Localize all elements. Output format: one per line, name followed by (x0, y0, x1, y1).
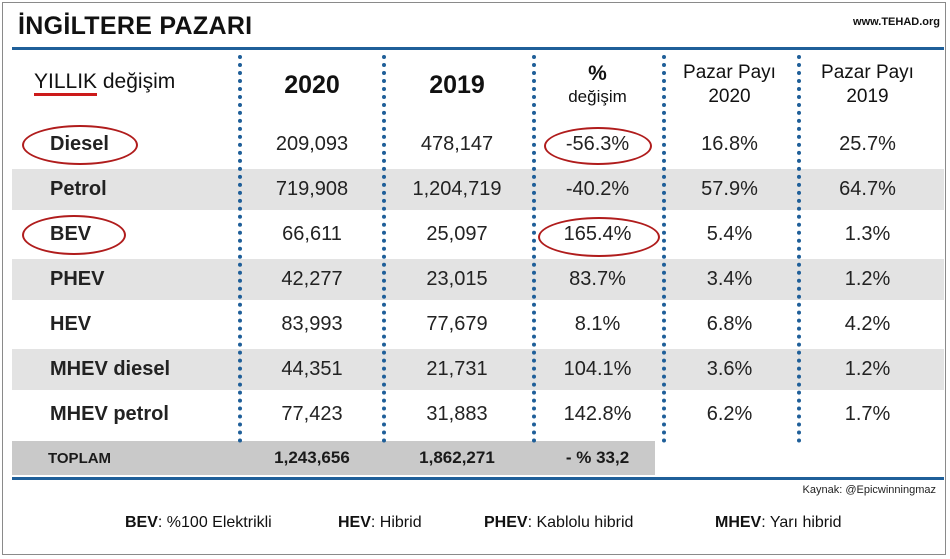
page-title: İNGİLTERE PAZARI (18, 12, 253, 40)
header-share-2019: Pazar Payı 2019 (800, 52, 935, 118)
cell-share-2019: 1.7% (844, 403, 891, 425)
cell-share-2019: 64.7% (839, 178, 896, 200)
legend-key: BEV (125, 514, 158, 531)
cell-share-2020: 3.6% (706, 358, 753, 380)
header-share-2020-bottom: 2020 (708, 86, 751, 107)
cell-share-2020: 5.4% (706, 223, 753, 245)
column-divider (532, 55, 536, 443)
legend-item: HEV: Hibrid (338, 514, 422, 532)
legend-key: PHEV (484, 514, 528, 531)
table-row: PHEV 42,277 23,015 83.7% 3.4% 1.2% (12, 259, 944, 300)
total-2019: 1,862,271 (419, 448, 495, 467)
cell-share-2019: 1.2% (844, 268, 891, 290)
header-share-2020-top: Pazar Payı (683, 62, 776, 83)
cell-pct-change: 83.7% (569, 268, 626, 290)
legend-text: : Yarı hibrid (761, 514, 842, 531)
row-label: BEV (50, 223, 92, 245)
cell-2019: 25,097 (426, 223, 488, 245)
total-row: TOPLAM 1,243,656 1,862,271 - % 33,2 (12, 441, 944, 475)
cell-2020: 83,993 (281, 313, 343, 335)
cell-pct-change: 104.1% (563, 358, 632, 380)
cell-pct-change: -40.2% (565, 178, 630, 200)
header-pct-change: % değişim (535, 52, 660, 118)
row-label: MHEV petrol (50, 403, 169, 425)
cell-2019: 1,204,719 (412, 178, 502, 200)
legend-item: BEV: %100 Elektrikli (125, 514, 272, 532)
table-row: MHEV petrol 77,423 31,883 142.8% 6.2% 1.7% (12, 394, 944, 435)
cell-2019: 77,679 (426, 313, 488, 335)
header-2020: 2020 (284, 70, 340, 99)
header-pct-bottom: değişim (568, 87, 627, 106)
table-row: Petrol 719,908 1,204,719 -40.2% 57.9% 64.7% (12, 169, 944, 210)
header-pct-top: % (588, 62, 607, 85)
cell-2019: 478,147 (420, 133, 494, 155)
cell-share-2020: 6.8% (706, 313, 753, 335)
header-label-rest: değişim (97, 70, 176, 93)
top-rule (12, 47, 944, 50)
cell-2020: 66,611 (282, 223, 342, 245)
source-note: Kaynak: @Epicwinningmaz (802, 484, 936, 496)
legend-text: : Kablolu hibrid (527, 514, 634, 531)
total-row-shade (12, 441, 655, 475)
cell-pct-change: 142.8% (563, 403, 632, 425)
cell-share-2020: 16.8% (701, 133, 758, 155)
row-label: Petrol (50, 178, 107, 200)
cell-share-2019: 4.2% (844, 313, 891, 335)
legend-key: HEV (338, 514, 371, 531)
site-url: www.TEHAD.org (853, 16, 940, 28)
total-label: TOPLAM (48, 449, 112, 467)
cell-2020: 77,423 (281, 403, 343, 425)
header-share-2019-top: Pazar Payı (821, 62, 914, 83)
legend-text: : Hibrid (370, 514, 422, 531)
cell-2020: 44,351 (281, 358, 343, 380)
row-label: HEV (50, 313, 92, 335)
cell-pct-change: 165.4% (563, 223, 632, 245)
cell-2020: 719,908 (275, 178, 349, 200)
table-row: Diesel 209,093 478,147 -56.3% 16.8% 25.7% (12, 124, 944, 165)
table-row: BEV 66,611 25,097 165.4% 5.4% 1.3% (12, 214, 944, 255)
cell-2019: 21,731 (426, 358, 488, 380)
cell-2019: 31,883 (426, 403, 488, 425)
header-label: YILLIK değişim (34, 70, 176, 96)
header-2019: 2019 (429, 70, 485, 99)
column-divider (238, 55, 242, 443)
table-row: HEV 83,993 77,679 8.1% 6.8% 4.2% (12, 304, 944, 345)
legend-item: MHEV: Yarı hibrid (715, 514, 842, 532)
column-divider (797, 55, 801, 443)
cell-share-2019: 25.7% (839, 133, 896, 155)
cell-share-2019: 1.2% (844, 358, 891, 380)
legend-text: : %100 Elektrikli (157, 514, 272, 531)
column-divider (382, 55, 386, 443)
total-2020: 1,243,656 (274, 448, 350, 467)
cell-share-2020: 3.4% (706, 268, 753, 290)
cell-share-2020: 57.9% (701, 178, 758, 200)
bottom-rule (12, 477, 944, 480)
cell-2019: 23,015 (426, 268, 488, 290)
header-label-underlined: YILLIK (34, 70, 98, 96)
cell-share-2020: 6.2% (706, 403, 753, 425)
total-pct: - % 33,2 (565, 448, 630, 467)
header-share-2020: Pazar Payı 2020 (667, 52, 792, 118)
cell-2020: 42,277 (281, 268, 343, 290)
column-divider (662, 55, 666, 443)
cell-pct-change: 8.1% (574, 313, 621, 335)
row-label: PHEV (50, 268, 105, 290)
row-label: Diesel (50, 133, 109, 155)
row-label: MHEV diesel (50, 358, 171, 380)
legend-item: PHEV: Kablolu hibrid (484, 514, 633, 532)
legend-key: MHEV (715, 514, 762, 531)
cell-2020: 209,093 (275, 133, 349, 155)
table-row: MHEV diesel 44,351 21,731 104.1% 3.6% 1.2% (12, 349, 944, 390)
header-share-2019-bottom: 2019 (846, 86, 889, 107)
cell-share-2019: 1.3% (844, 223, 891, 245)
cell-pct-change: -56.3% (565, 133, 630, 155)
